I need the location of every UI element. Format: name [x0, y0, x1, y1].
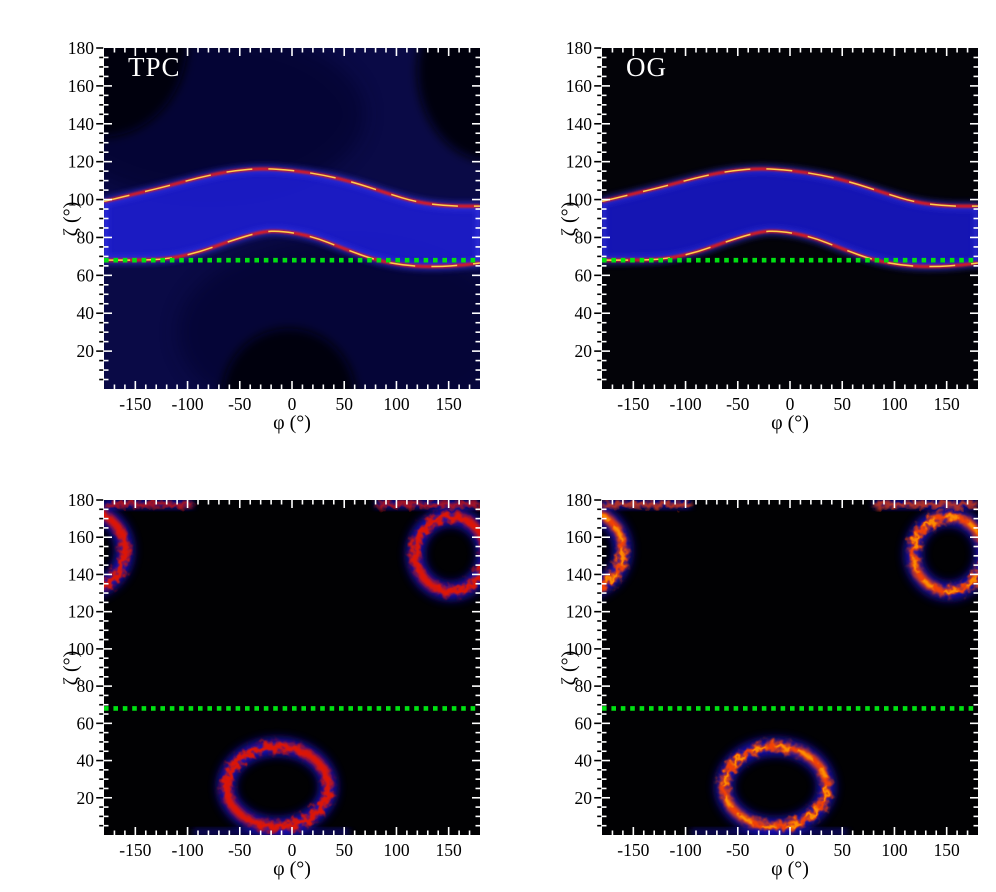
svg-text:-150: -150 — [119, 840, 151, 860]
svg-text:60: 60 — [77, 265, 95, 285]
svg-text:100: 100 — [383, 394, 410, 414]
svg-text:180: 180 — [566, 490, 593, 510]
svg-text:120: 120 — [68, 602, 95, 622]
svg-text:100: 100 — [881, 840, 908, 860]
svg-text:80: 80 — [575, 227, 593, 247]
heatmap-canvas-bottom-right: -150 -100 -50 0 50 100 150 20 40 60 80 100 120 140 160… — [566, 490, 978, 860]
svg-text:100: 100 — [566, 639, 593, 659]
svg-text:160: 160 — [68, 76, 95, 96]
svg-text:-50: -50 — [228, 840, 252, 860]
svg-text:180: 180 — [68, 38, 95, 58]
svg-text:140: 140 — [68, 564, 95, 584]
svg-text:-50: -50 — [726, 840, 750, 860]
panel-label: OG — [626, 52, 667, 82]
svg-text:140: 140 — [566, 114, 593, 134]
x-axis-label: φ (°) — [771, 858, 809, 880]
panel-bottom-right: -150 -100 -50 0 50 100 150 20 40 60 80 100 120 140 160… — [558, 490, 978, 880]
heatmap-canvas-bottom-left: -150 -100 -50 0 50 100 150 20 40 60 80 100 120 140 160… — [68, 490, 480, 860]
svg-text:100: 100 — [383, 840, 410, 860]
svg-text:100: 100 — [68, 190, 95, 210]
svg-text:160: 160 — [566, 76, 593, 96]
svg-text:0: 0 — [288, 840, 297, 860]
svg-text:160: 160 — [566, 527, 593, 547]
svg-text:150: 150 — [436, 394, 463, 414]
panel-bottom-left: -150 -100 -50 0 50 100 150 20 40 60 80 100 120 140 160… — [60, 490, 480, 880]
svg-text:120: 120 — [68, 152, 95, 172]
svg-text:60: 60 — [77, 713, 95, 733]
svg-text:140: 140 — [68, 114, 95, 134]
svg-text:100: 100 — [881, 394, 908, 414]
svg-text:180: 180 — [566, 38, 593, 58]
svg-text:-150: -150 — [617, 840, 649, 860]
svg-text:50: 50 — [335, 394, 353, 414]
y-axis-label: ζ (°) — [60, 201, 82, 236]
svg-text:40: 40 — [77, 751, 95, 771]
svg-text:-100: -100 — [670, 840, 702, 860]
svg-text:120: 120 — [566, 152, 593, 172]
svg-text:20: 20 — [77, 341, 95, 361]
svg-text:-100: -100 — [670, 394, 702, 414]
x-axis-label: φ (°) — [771, 412, 809, 434]
svg-text:20: 20 — [77, 788, 95, 808]
svg-text:-100: -100 — [172, 394, 204, 414]
svg-text:80: 80 — [575, 676, 593, 696]
svg-text:0: 0 — [786, 394, 795, 414]
heatmap-canvas-og: -150 -100 -50 0 50 100 150 20 40 60 80 100 120 140 160… — [566, 38, 978, 414]
svg-text:150: 150 — [436, 840, 463, 860]
svg-text:60: 60 — [575, 265, 593, 285]
svg-text:-50: -50 — [726, 394, 750, 414]
svg-text:50: 50 — [335, 840, 353, 860]
svg-text:50: 50 — [833, 394, 851, 414]
svg-text:80: 80 — [77, 227, 95, 247]
svg-text:180: 180 — [68, 490, 95, 510]
svg-text:150: 150 — [934, 840, 961, 860]
svg-text:0: 0 — [786, 840, 795, 860]
svg-text:150: 150 — [934, 394, 961, 414]
svg-text:60: 60 — [575, 713, 593, 733]
svg-text:160: 160 — [68, 527, 95, 547]
svg-text:20: 20 — [575, 341, 593, 361]
svg-text:40: 40 — [575, 751, 593, 771]
svg-text:50: 50 — [833, 840, 851, 860]
y-axis-label: ζ (°) — [60, 650, 82, 685]
svg-text:140: 140 — [566, 564, 593, 584]
svg-text:120: 120 — [566, 602, 593, 622]
svg-text:40: 40 — [77, 303, 95, 323]
svg-text:20: 20 — [575, 788, 593, 808]
svg-text:-150: -150 — [617, 394, 649, 414]
panel-label: TPC — [128, 52, 181, 82]
svg-text:100: 100 — [68, 639, 95, 659]
panel-og: -150 -100 -50 0 50 100 150 20 40 60 80 100 120 140 160… — [558, 38, 978, 434]
svg-text:0: 0 — [288, 394, 297, 414]
x-axis-label: φ (°) — [273, 858, 311, 880]
svg-text:80: 80 — [77, 676, 95, 696]
x-axis-label: φ (°) — [273, 412, 311, 434]
y-axis-label: ζ (°) — [558, 650, 580, 685]
svg-text:100: 100 — [566, 190, 593, 210]
svg-text:-100: -100 — [172, 840, 204, 860]
heatmap-canvas-tpc: -150 -100 -50 0 50 100 150 20 40 60 80 100 120 140 160… — [68, 38, 480, 414]
svg-text:-50: -50 — [228, 394, 252, 414]
y-axis-label: ζ (°) — [558, 201, 580, 236]
svg-text:40: 40 — [575, 303, 593, 323]
svg-text:-150: -150 — [119, 394, 151, 414]
panel-tpc: -150 -100 -50 0 50 100 150 20 40 60 80 100 120 140 160… — [60, 38, 480, 434]
